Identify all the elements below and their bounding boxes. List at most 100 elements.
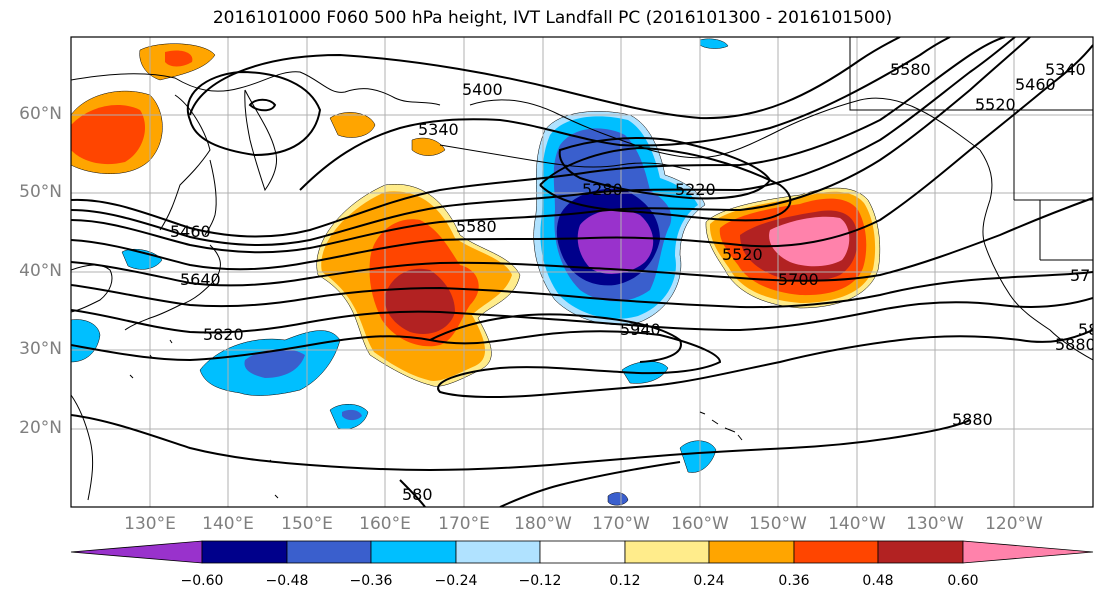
contour-5220 [558, 137, 772, 200]
lat-label-20n: 20°N [19, 418, 62, 438]
colorbar-seg-0 [70, 540, 203, 564]
coast-kamchatka [244, 89, 278, 192]
negative-anomaly-bottom [607, 492, 629, 506]
colorbar-tick: 0.12 [609, 573, 641, 589]
lat-label-50n: 50°N [19, 182, 62, 202]
colorbar-tick: −0.24 [434, 573, 478, 589]
lon-label-130e: 130°E [124, 514, 176, 534]
contour-5340 [299, 37, 951, 191]
coastlines [71, 37, 1093, 501]
contour-label: 5820 [203, 325, 244, 344]
contour-5940 [429, 313, 682, 363]
colorbar-tick: −0.12 [518, 573, 562, 589]
negative-anomaly-hawaii-south [679, 440, 717, 473]
contour-5640 [71, 44, 1093, 271]
contour-5700 [71, 197, 1093, 287]
contour-label: 5340 [1045, 60, 1086, 79]
contour-label: 57 [1070, 266, 1090, 285]
negative-anomaly-alaska-top [699, 38, 729, 49]
contour-label: 5640 [180, 270, 221, 289]
colorbar-seg-9 [877, 540, 964, 564]
contour-label: 5880 [1055, 335, 1096, 354]
contour-5880-bottom [399, 461, 681, 507]
colorbar-tick: −0.48 [265, 573, 309, 589]
colorbar [70, 540, 1094, 564]
contour-label: 580 [402, 485, 433, 504]
colorbar-seg-4 [455, 540, 541, 564]
contour-label: 5880 [952, 410, 993, 429]
positive-anomaly-bering [329, 112, 376, 138]
colorbar-seg-6 [624, 540, 710, 564]
coast-sakhalin [204, 159, 217, 236]
lon-label-150w: 150°W [749, 514, 807, 534]
colorbar-tick: 0.24 [693, 573, 725, 589]
contour-label: 5220 [675, 180, 716, 199]
lon-label-120w: 120°W [985, 514, 1043, 534]
contour-5460 [71, 37, 1006, 238]
colorbar-seg-2 [286, 540, 372, 564]
lon-label-140e: 140°E [202, 514, 254, 534]
colorbar-seg-3 [370, 540, 457, 564]
coast-taiwan-phil [71, 394, 94, 501]
contour-northwest-closed [187, 70, 322, 157]
negative-anomaly-subtropical-small-blue [342, 409, 362, 421]
colorbar-tick: 0.48 [862, 573, 894, 589]
height-contours [71, 37, 1093, 507]
contour-5520 [71, 37, 1016, 247]
lon-label-140w: 140°W [828, 514, 886, 534]
contour-label: 5400 [462, 80, 503, 99]
lon-label-150e: 150°E [281, 514, 333, 534]
contour-label-group: 5400 5340 5220 5280 5460 5580 5520 5640 … [170, 60, 1098, 504]
lon-label-130w: 130°W [906, 514, 964, 534]
lon-label-160w: 160°W [671, 514, 729, 534]
lon-label-170e: 170°E [438, 514, 490, 534]
coast-islands-west [129, 339, 279, 499]
contour-small-low [248, 98, 277, 112]
lon-label-180w: 180°W [514, 514, 572, 534]
colorbar-seg-1 [201, 540, 288, 564]
lat-label-30n: 30°N [19, 339, 62, 359]
colorbar-seg-7 [708, 540, 795, 564]
colorbar-seg-5 [539, 540, 626, 564]
contour-5280 [539, 146, 792, 222]
map-frame [70, 36, 1094, 508]
negative-anomaly-subtropical-west-blue [244, 348, 305, 378]
contour-5880-main [71, 329, 1093, 398]
colorbar-tick: 0.60 [947, 573, 979, 589]
coast-nw-america [979, 149, 1093, 361]
contour-label: 5700 [778, 270, 819, 289]
contour-label: 5280 [582, 180, 623, 199]
contour-5820 [71, 297, 1093, 334]
contour-label: 5460 [170, 222, 211, 241]
contour-label: 58 [1078, 320, 1098, 339]
contour-label: 5340 [418, 120, 459, 139]
positive-anomaly-central-darkred [384, 268, 455, 334]
contour-5760 [71, 271, 1093, 309]
lat-label-60n: 60°N [19, 104, 62, 124]
strong-positive-anomaly-kamchatka [165, 50, 193, 67]
map-title: 2016101000 F060 500 hPa height, IVT Land… [212, 8, 893, 28]
negative-anomaly-west-edge [71, 319, 101, 363]
coast-alaska [469, 97, 981, 159]
strong-positive-anomaly-northwest [71, 105, 145, 165]
contour-label: 5580 [890, 60, 931, 79]
positive-anomaly-gulf-pink [769, 216, 850, 267]
gridlines [71, 37, 1093, 507]
contour-label: 5520 [975, 95, 1016, 114]
colorbar-tick: 0.36 [778, 573, 810, 589]
colorbar-tick: −0.60 [180, 573, 224, 589]
coast-hawaii [699, 411, 743, 441]
ivt-shading [71, 38, 881, 506]
contour-5580 [71, 37, 1031, 254]
coast-siberia [71, 71, 441, 106]
coast-us-states [1013, 110, 1093, 261]
contour-label: 5940 [620, 320, 661, 339]
negative-anomaly-bering-purple [577, 209, 654, 274]
colorbar-seg-10 [962, 540, 1094, 564]
coast-okhotsk [159, 94, 211, 231]
contour-label: 5460 [1015, 75, 1056, 94]
contour-label: 5580 [456, 217, 497, 236]
positive-anomaly-aleutian-small [411, 137, 446, 156]
lon-label-160e: 160°E [359, 514, 411, 534]
